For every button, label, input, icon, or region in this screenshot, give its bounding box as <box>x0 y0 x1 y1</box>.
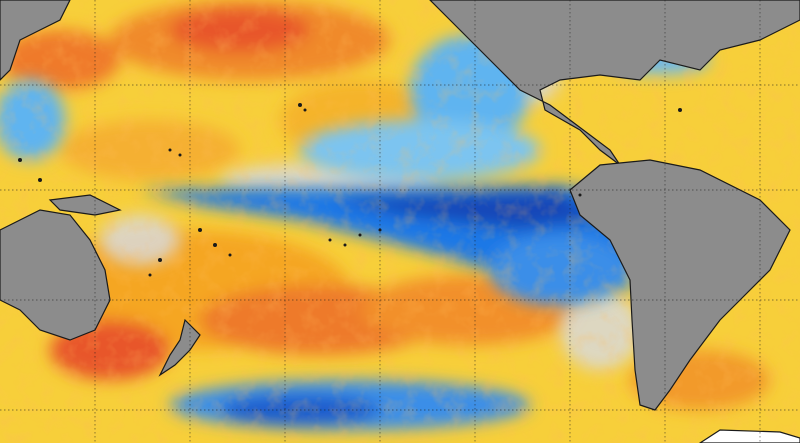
australia-landmass <box>0 209 111 341</box>
antarctica-landmass <box>698 429 800 443</box>
islands <box>18 103 682 277</box>
south-america-landmass <box>569 159 791 411</box>
new-zealand-landmass <box>158 318 201 377</box>
new-guinea-landmass <box>48 194 122 216</box>
asia-landmass <box>0 0 71 81</box>
north-america-landmass <box>429 0 800 166</box>
